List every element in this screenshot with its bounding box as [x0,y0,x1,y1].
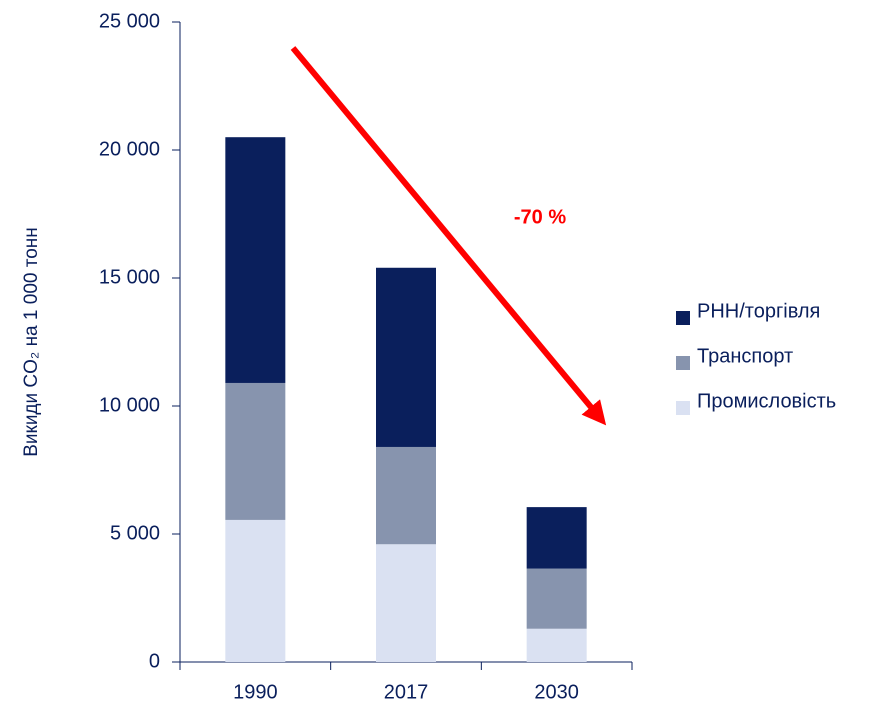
bar-segment [376,267,436,447]
legend-label: Транспорт [697,345,793,367]
x-tick-label: 2017 [384,681,429,703]
legend-label: Промисловість [697,390,836,412]
bar-segment [225,519,286,662]
x-tick-label: 1990 [233,681,278,703]
trend-arrow [290,46,607,426]
bar-segment [225,137,286,383]
bar-segment [526,568,587,629]
annotation: -70 % [514,206,566,228]
legend-swatch [676,356,690,370]
bar-segment [376,446,436,545]
legend-swatch [676,401,690,415]
y-tick-label: 25 000 [99,10,160,32]
y-axis-label: Викиди CO₂ на 1 000 тонн [21,227,42,457]
y-tick-label: 0 [149,650,160,672]
y-tick-label: 5 000 [110,522,160,544]
bar-segment [225,382,286,520]
y-tick-label: 15 000 [99,266,160,288]
bar-segment [376,544,436,662]
bar-segment [526,628,587,662]
bar-segment [526,507,587,569]
y-tick-label: 10 000 [99,394,160,416]
legend-swatch [676,311,690,325]
legend-label: РНН/торгівля [697,300,820,322]
x-tick-label: 2030 [534,681,579,703]
y-tick-label: 20 000 [99,138,160,160]
